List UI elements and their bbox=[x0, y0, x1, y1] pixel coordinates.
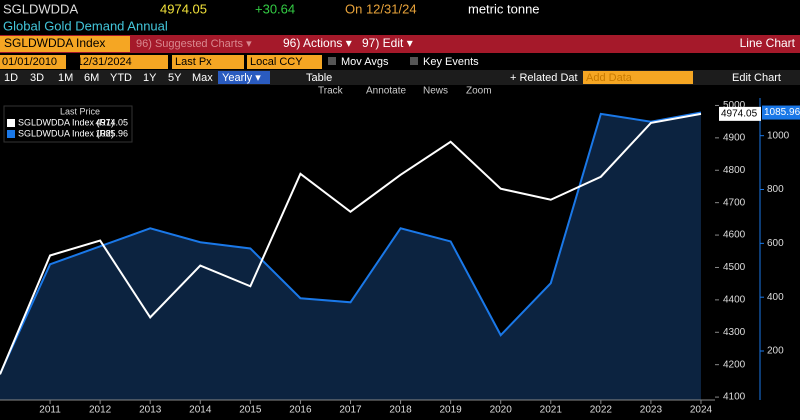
price: 4974.05 bbox=[160, 1, 207, 16]
y2-tick-label: 1000 bbox=[767, 130, 790, 141]
date-to-box[interactable] bbox=[80, 55, 168, 69]
key-events[interactable]: Key Events bbox=[423, 56, 479, 68]
tool-button[interactable]: News bbox=[423, 86, 448, 97]
y-tick-label: 5000 bbox=[723, 100, 746, 111]
y-tick-label: 4200 bbox=[723, 359, 746, 370]
y2-tick-label: 600 bbox=[767, 238, 784, 249]
units: metric tonne bbox=[468, 1, 540, 16]
x-tick-label: 2012 bbox=[89, 405, 112, 416]
tool-button[interactable]: Track bbox=[318, 86, 344, 97]
checkbox[interactable] bbox=[410, 57, 418, 65]
x-tick-label: 2017 bbox=[339, 405, 362, 416]
y-tick-label: 4500 bbox=[723, 262, 746, 273]
period-button[interactable]: 1D bbox=[4, 72, 18, 84]
related-data[interactable]: + Related Dat bbox=[510, 72, 578, 84]
y2-tick-label: 800 bbox=[767, 184, 784, 195]
security-box[interactable] bbox=[0, 36, 130, 52]
date: On 12/31/24 bbox=[345, 1, 417, 16]
tool-button[interactable]: Annotate bbox=[366, 86, 406, 97]
x-tick-label: 2021 bbox=[540, 405, 563, 416]
suggested-menu[interactable]: 96) Suggested Charts ▾ bbox=[136, 38, 252, 50]
area bbox=[0, 112, 701, 400]
period-button[interactable]: 1Y bbox=[143, 72, 157, 84]
x-tick-label: 2020 bbox=[490, 405, 513, 416]
menu-bar bbox=[0, 35, 800, 53]
currency-box[interactable] bbox=[247, 55, 322, 69]
y-tick-label: 4700 bbox=[723, 197, 746, 208]
ticker: SGLDWDDA bbox=[3, 1, 78, 16]
currency[interactable]: Local CCY bbox=[250, 56, 303, 68]
last-value-tag bbox=[719, 106, 761, 121]
last-value-tag bbox=[762, 105, 800, 120]
checkbox[interactable] bbox=[328, 57, 336, 65]
legend-label: SGLDWDUA Index (R2) bbox=[18, 128, 114, 138]
mov-avgs[interactable]: Mov Avgs bbox=[341, 56, 389, 68]
add-data[interactable]: Add Data bbox=[586, 72, 633, 84]
tool-button[interactable]: Zoom bbox=[466, 86, 492, 97]
legend-value: 4974.05 bbox=[95, 117, 128, 127]
x-tick-label: 2018 bbox=[389, 405, 412, 416]
x-tick-label: 2015 bbox=[239, 405, 262, 416]
edit-menu[interactable]: 97) Edit ▾ bbox=[362, 36, 413, 50]
line bbox=[0, 112, 702, 375]
date-from-box[interactable] bbox=[0, 55, 66, 69]
x-tick-label: 2022 bbox=[590, 405, 613, 416]
change: +30.64 bbox=[255, 1, 295, 16]
x-tick-label: 2024 bbox=[690, 405, 713, 416]
period-button[interactable]: YTD bbox=[110, 72, 132, 84]
date-from[interactable]: 01/01/2010 bbox=[2, 56, 57, 68]
y2-tick-label: 400 bbox=[767, 292, 784, 303]
y-tick-label: 4900 bbox=[723, 132, 746, 143]
add-data-box[interactable] bbox=[583, 71, 693, 84]
x-tick-label: 2013 bbox=[139, 405, 162, 416]
period-button[interactable]: 5Y bbox=[168, 72, 182, 84]
legend-label: SGLDWDDA Index (R1) bbox=[18, 117, 114, 127]
field-box[interactable] bbox=[172, 55, 244, 69]
description: Global Gold Demand Annual bbox=[3, 18, 168, 33]
period-button[interactable]: Max bbox=[192, 72, 213, 84]
last-value: 4974.05 bbox=[721, 109, 758, 120]
table-button[interactable]: Table bbox=[306, 72, 332, 84]
last-value: 1085.96 bbox=[764, 107, 800, 118]
period-button[interactable]: 6M bbox=[84, 72, 99, 84]
legend-swatch bbox=[7, 130, 15, 138]
period-button[interactable]: 1M bbox=[58, 72, 73, 84]
line bbox=[0, 111, 702, 375]
edit-chart[interactable]: Edit Chart bbox=[732, 72, 781, 84]
period-button[interactable]: 3D bbox=[30, 72, 44, 84]
x-tick-label: 2019 bbox=[440, 405, 463, 416]
field[interactable]: Last Px bbox=[175, 56, 212, 68]
actions-menu[interactable]: 96) Actions ▾ bbox=[283, 36, 352, 50]
x-tick-label: 2023 bbox=[640, 405, 663, 416]
legend-value: 1085.96 bbox=[95, 128, 128, 138]
legend bbox=[3, 105, 133, 143]
chart-kind: Line Chart bbox=[740, 36, 796, 50]
y-tick-label: 4600 bbox=[723, 230, 746, 241]
date-to[interactable]: - 12/31/2024 bbox=[70, 56, 132, 68]
x-tick-label: 2016 bbox=[289, 405, 312, 416]
y-tick-label: 4300 bbox=[723, 327, 746, 338]
x-tick-label: 2011 bbox=[39, 405, 61, 416]
frequency[interactable]: Yearly ▾ bbox=[222, 72, 261, 84]
x-tick-label: 2014 bbox=[189, 405, 212, 416]
legend-swatch bbox=[7, 119, 15, 127]
security[interactable]: SGLDWDDA Index bbox=[4, 36, 105, 50]
y-tick-label: 4800 bbox=[723, 165, 746, 176]
y2-tick-label: 200 bbox=[767, 346, 784, 357]
y-tick-label: 4100 bbox=[723, 392, 746, 403]
y-tick-label: 4400 bbox=[723, 295, 746, 306]
frequency-box[interactable] bbox=[218, 71, 270, 84]
legend-title: Last Price bbox=[60, 106, 100, 116]
